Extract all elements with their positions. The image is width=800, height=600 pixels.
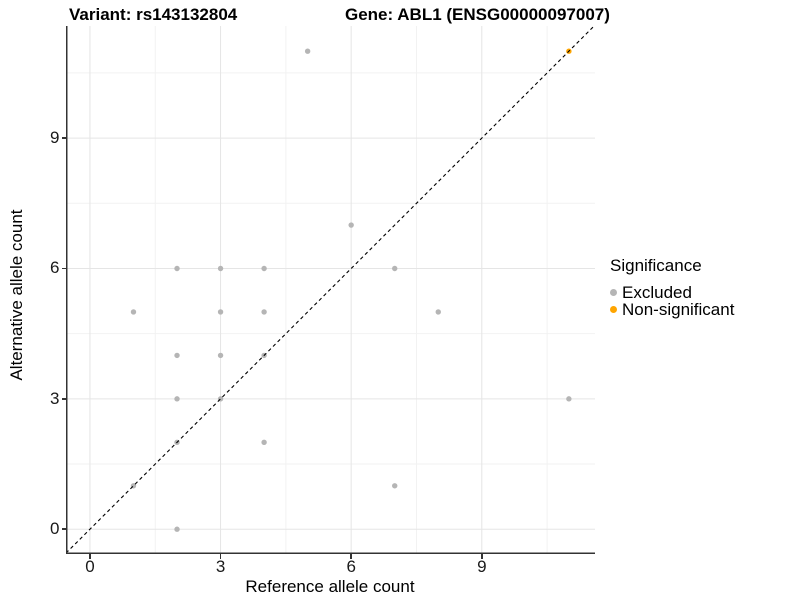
y-tick-label: 3 bbox=[50, 388, 60, 408]
data-point-excluded bbox=[435, 309, 441, 315]
non-significant-point-swatch bbox=[610, 306, 617, 313]
data-point-excluded bbox=[566, 396, 572, 402]
data-point-excluded bbox=[304, 48, 311, 54]
data-point-excluded bbox=[392, 265, 398, 272]
data-point-excluded bbox=[130, 309, 137, 315]
data-point-excluded bbox=[261, 309, 267, 315]
y-axis-title: Alternative allele count bbox=[7, 209, 26, 381]
plot-panel bbox=[66, 26, 595, 554]
legend-item-non-significant: Non-significant bbox=[610, 299, 735, 319]
y-tick-mark bbox=[61, 267, 66, 270]
y-tick-mark bbox=[61, 137, 66, 139]
x-tick-mark bbox=[219, 554, 222, 559]
identity-line bbox=[66, 26, 595, 554]
data-point-excluded bbox=[261, 265, 267, 272]
legend-title: Significance bbox=[610, 256, 702, 275]
gene-title: Gene: ABL1 (ENSG00000097007) bbox=[345, 5, 610, 24]
x-tick-mark bbox=[350, 554, 352, 559]
y-tick-mark bbox=[61, 528, 66, 530]
legend-item-label: Non-significant bbox=[622, 299, 735, 319]
y-tick-label: 6 bbox=[50, 258, 60, 278]
x-tick-label: 0 bbox=[85, 557, 95, 576]
x-tick-label: 9 bbox=[477, 557, 487, 576]
data-point-excluded bbox=[217, 265, 224, 272]
x-tick-label: 6 bbox=[346, 557, 356, 576]
x-tick-mark bbox=[89, 554, 91, 559]
data-point-excluded bbox=[217, 352, 224, 359]
legend-item-excluded: Excluded bbox=[610, 282, 734, 302]
y-tick-mark bbox=[61, 398, 66, 400]
data-point-excluded bbox=[174, 265, 180, 272]
y-tick-label: 0 bbox=[50, 519, 60, 539]
legend-item-label: Excluded bbox=[622, 282, 692, 302]
data-point-excluded bbox=[261, 439, 267, 446]
x-axis-title: Reference allele count bbox=[245, 577, 415, 596]
data-point-excluded bbox=[174, 526, 180, 532]
excluded-point-swatch bbox=[610, 289, 617, 296]
x-tick-label: 3 bbox=[215, 557, 226, 576]
legend: Significance Excluded Non-significant bbox=[610, 256, 735, 319]
data-point-excluded bbox=[174, 396, 180, 402]
data-point-excluded bbox=[348, 222, 354, 228]
data-point-excluded bbox=[174, 352, 180, 359]
scatter-plot bbox=[66, 26, 595, 554]
x-tick-mark bbox=[481, 554, 483, 559]
data-point-excluded bbox=[217, 309, 224, 315]
data-point-excluded bbox=[392, 483, 398, 489]
y-tick-label: 9 bbox=[50, 128, 60, 148]
variant-title: Variant: rs143132804 bbox=[69, 5, 238, 24]
